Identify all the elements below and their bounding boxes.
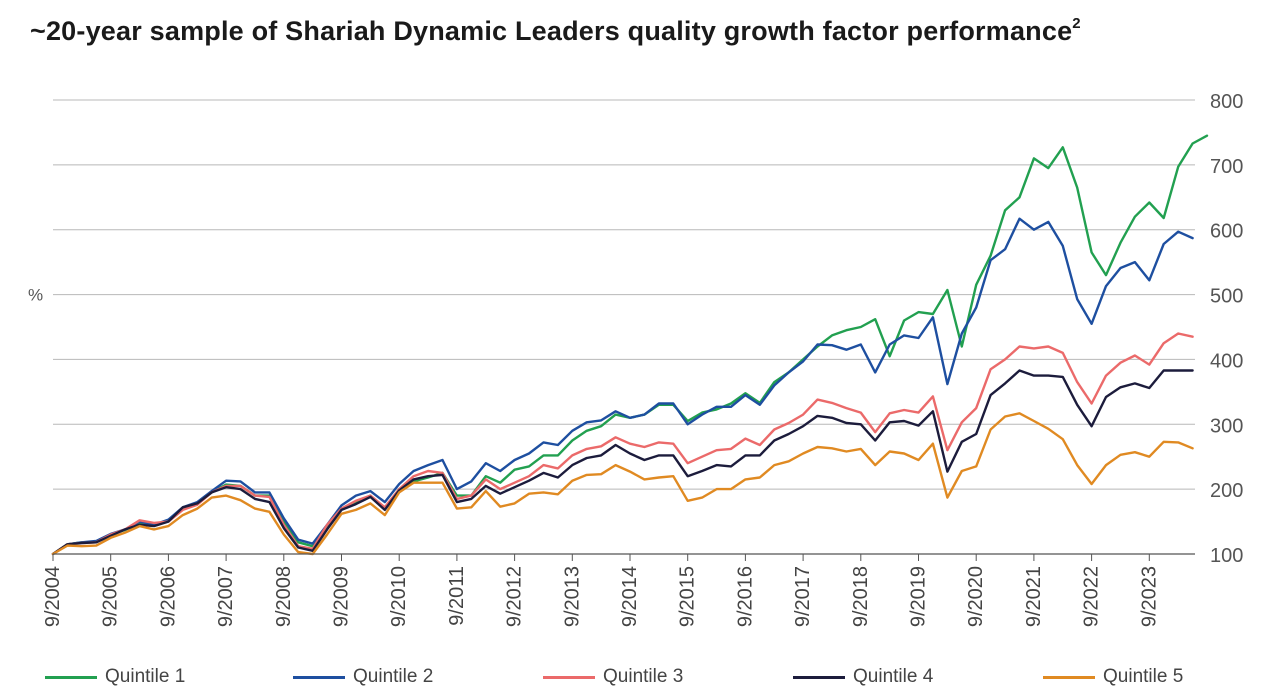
y-tick-label: 800 xyxy=(1210,91,1243,113)
legend-item-quintile-1: Quintile 1 xyxy=(45,662,185,692)
legend-label: Quintile 3 xyxy=(603,666,684,687)
legend-label: Quintile 1 xyxy=(105,666,186,687)
legend-swatch xyxy=(543,675,595,679)
x-tick-label: 9/2004 xyxy=(42,566,64,627)
y-tick-label: 500 xyxy=(1210,286,1243,308)
legend-swatch xyxy=(293,675,345,679)
legend-label: Quintile 5 xyxy=(1103,666,1184,687)
x-tick-label: 9/2014 xyxy=(619,566,641,627)
x-tick-label: 9/2016 xyxy=(734,566,756,627)
y-tick-label: 400 xyxy=(1210,350,1243,372)
y-tick-label: 700 xyxy=(1210,156,1243,178)
legend-item-quintile-5: Quintile 5 xyxy=(1043,662,1183,692)
x-tick-label: 9/2009 xyxy=(331,566,353,627)
legend-item-quintile-3: Quintile 3 xyxy=(543,662,683,692)
x-tick-label: 9/2017 xyxy=(792,566,814,627)
chart-title: ~20-year sample of Shariah Dynamic Leade… xyxy=(30,15,1081,46)
legend-item-quintile-4: Quintile 4 xyxy=(793,662,933,692)
x-tick-label: 9/2007 xyxy=(215,566,237,627)
x-tick-label: 9/2005 xyxy=(100,566,122,627)
legend: Quintile 1 Quintile 2 Quintile 3 Quintile 4… xyxy=(0,662,1280,692)
series-line-quintile-4 xyxy=(51,369,1194,556)
legend-swatch xyxy=(793,675,845,679)
x-tick-label: 9/2020 xyxy=(965,566,987,627)
series-line-quintile-2 xyxy=(51,217,1194,556)
title-footnote-marker: 2 xyxy=(1072,15,1081,32)
x-tick-label: 9/2006 xyxy=(157,566,179,627)
series-line-quintile-5 xyxy=(51,412,1194,556)
legend-item-quintile-2: Quintile 2 xyxy=(293,662,433,692)
legend-swatch xyxy=(45,675,97,679)
x-tick-label: 9/2010 xyxy=(388,566,410,627)
series-line-quintile-1 xyxy=(51,134,1209,556)
x-tick-label: 9/2012 xyxy=(504,566,526,627)
x-tick-label: 9/2019 xyxy=(908,566,930,627)
y-axis-label: % xyxy=(28,286,43,305)
y-tick-label: 200 xyxy=(1210,480,1243,502)
x-tick-label: 9/2023 xyxy=(1138,566,1160,627)
x-tick-label: 9/2022 xyxy=(1081,566,1103,627)
x-tick-label: 9/2013 xyxy=(561,566,583,627)
y-tick-label: 100 xyxy=(1210,545,1243,567)
y-tick-label: 600 xyxy=(1210,221,1243,243)
x-tick-label: 9/2018 xyxy=(850,566,872,627)
legend-swatch xyxy=(1043,675,1095,679)
y-tick-label: 300 xyxy=(1210,415,1243,437)
x-tick-label: 9/2021 xyxy=(1023,566,1045,627)
x-tick-label: 9/2011 xyxy=(446,566,468,626)
x-tick-label: 9/2008 xyxy=(273,566,295,627)
x-tick-label: 9/2015 xyxy=(677,566,699,627)
legend-label: Quintile 4 xyxy=(853,666,934,687)
legend-label: Quintile 2 xyxy=(353,666,434,687)
series-line-quintile-3 xyxy=(51,332,1194,556)
